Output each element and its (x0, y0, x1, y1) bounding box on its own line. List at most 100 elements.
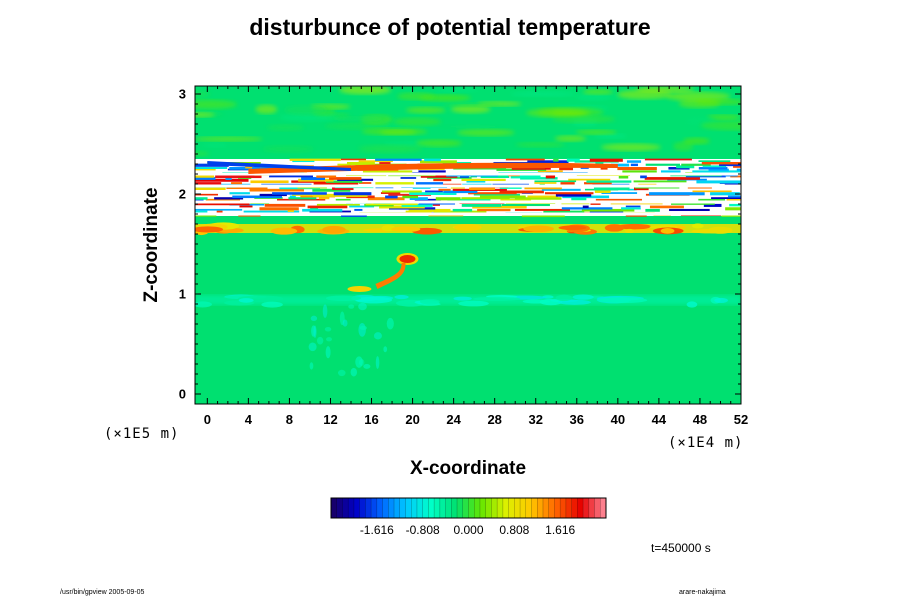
noisy-band-cell (214, 197, 244, 200)
colorbar-cell (394, 498, 401, 518)
colorbar-cell (382, 498, 389, 518)
noisy-band-cell (250, 180, 289, 184)
noisy-band-cell (626, 160, 642, 163)
colorbar-frame (330, 497, 607, 519)
noisy-band-cell (367, 197, 405, 201)
noisy-band-cell (499, 187, 522, 189)
footer-left: /usr/bin/gpview 2005-09-05 (60, 589, 145, 596)
noisy-band-cell (365, 202, 418, 206)
noisy-band-cell (362, 170, 413, 173)
noisy-band-cell (649, 192, 705, 196)
field-patch (284, 105, 327, 116)
colorbar (330, 497, 607, 519)
cool-layer-patch (355, 296, 393, 304)
cool-wisp (383, 346, 388, 353)
noisy-band-cell (443, 190, 478, 194)
field-patch (600, 143, 661, 152)
colorbar-cell (508, 498, 515, 518)
cool-layer-patch (558, 299, 591, 305)
noisy-band-cell (521, 213, 565, 218)
noisy-band-cell (501, 203, 550, 207)
y-tick-label: 2 (178, 186, 186, 202)
noisy-band-cell (584, 182, 612, 185)
warm-layer-patch (391, 226, 421, 233)
colorbar-cell (353, 498, 360, 518)
field-patch (324, 122, 391, 130)
noisy-band-cell (312, 188, 351, 192)
cool-wisp (363, 364, 371, 369)
noisy-band-cell (310, 207, 319, 210)
noisy-band-cell (333, 192, 372, 196)
y-tick-label: 3 (178, 86, 186, 102)
colorbar-cell (542, 498, 550, 518)
x-axis-label: X-coordinate (409, 458, 527, 479)
x-tick-label: 4 (244, 412, 252, 427)
noisy-band-cell (418, 170, 446, 173)
cool-layer-patch (522, 299, 550, 304)
footer-right: arare-nakajima (679, 589, 726, 596)
warm-plume-tail (347, 286, 372, 292)
noisy-band-cell (527, 195, 558, 198)
field-patch (195, 89, 211, 99)
noisy-band-cell (442, 161, 472, 164)
noisy-band-cell (337, 163, 351, 166)
warm-layer-patch (453, 224, 482, 231)
noisy-band-cell (358, 160, 393, 163)
cool-layer-patch (572, 294, 594, 300)
noisy-band-cell (379, 205, 425, 209)
colorbar-cell (342, 498, 349, 518)
noisy-band-cell (571, 197, 587, 201)
x-tick-label: 36 (569, 412, 585, 427)
colorbar-cell (422, 498, 429, 518)
colorbar-cell (405, 498, 412, 518)
noisy-band-cell (435, 197, 461, 201)
noisy-band-cell (719, 163, 741, 167)
field-patch (440, 124, 506, 129)
noisy-band-cell (229, 192, 250, 195)
noisy-band-cell (292, 160, 315, 163)
noisy-band-cell (617, 167, 657, 171)
axis-minor-ticks (195, 86, 742, 404)
field-patch (195, 112, 215, 118)
cool-wisp (348, 304, 355, 309)
noisy-band-cell (195, 168, 216, 171)
noisy-band-cell (215, 175, 262, 179)
field-patch (456, 128, 515, 137)
noisy-band-cell (195, 178, 249, 182)
noisy-band-cell (593, 187, 630, 191)
noisy-band-cell (736, 168, 741, 171)
field-patch (202, 142, 228, 148)
noisy-band-cell (634, 187, 649, 191)
colorbar-cell (376, 498, 383, 518)
colorbar-cell (502, 498, 509, 518)
noisy-band-cell (514, 197, 562, 200)
colorbar-cell (571, 498, 578, 518)
noisy-band-cell (298, 178, 334, 182)
noisy-band-cell (205, 198, 240, 201)
field-patch (594, 133, 627, 139)
cool-layer-patch (419, 298, 440, 305)
noisy-band-cell (375, 182, 414, 185)
cool-layer-patch (394, 295, 409, 300)
colorbar-cell (439, 498, 446, 518)
noisy-band-gap (195, 184, 741, 188)
noisy-band-cell (702, 165, 727, 168)
colorbar-cell (428, 498, 435, 518)
heatmap-field (195, 86, 741, 404)
x-tick-label: 8 (285, 412, 294, 427)
noisy-band-cell (559, 167, 574, 171)
field-patch (510, 91, 576, 97)
cool-wisp (308, 342, 317, 352)
colorbar-cell (399, 498, 406, 518)
x-tick-label: 32 (528, 412, 543, 427)
cool-layer-patch (714, 297, 728, 303)
noisy-band-cell (696, 180, 741, 184)
noisy-band-cell (307, 205, 348, 209)
noisy-band-cell (433, 178, 452, 182)
colorbar-cell (457, 498, 464, 518)
noisy-band-cell (685, 175, 726, 178)
noisy-band-cell (346, 161, 375, 166)
colorbar-cell (520, 498, 527, 518)
noisy-band-cell (375, 158, 422, 161)
noisy-band-cell (645, 163, 680, 166)
